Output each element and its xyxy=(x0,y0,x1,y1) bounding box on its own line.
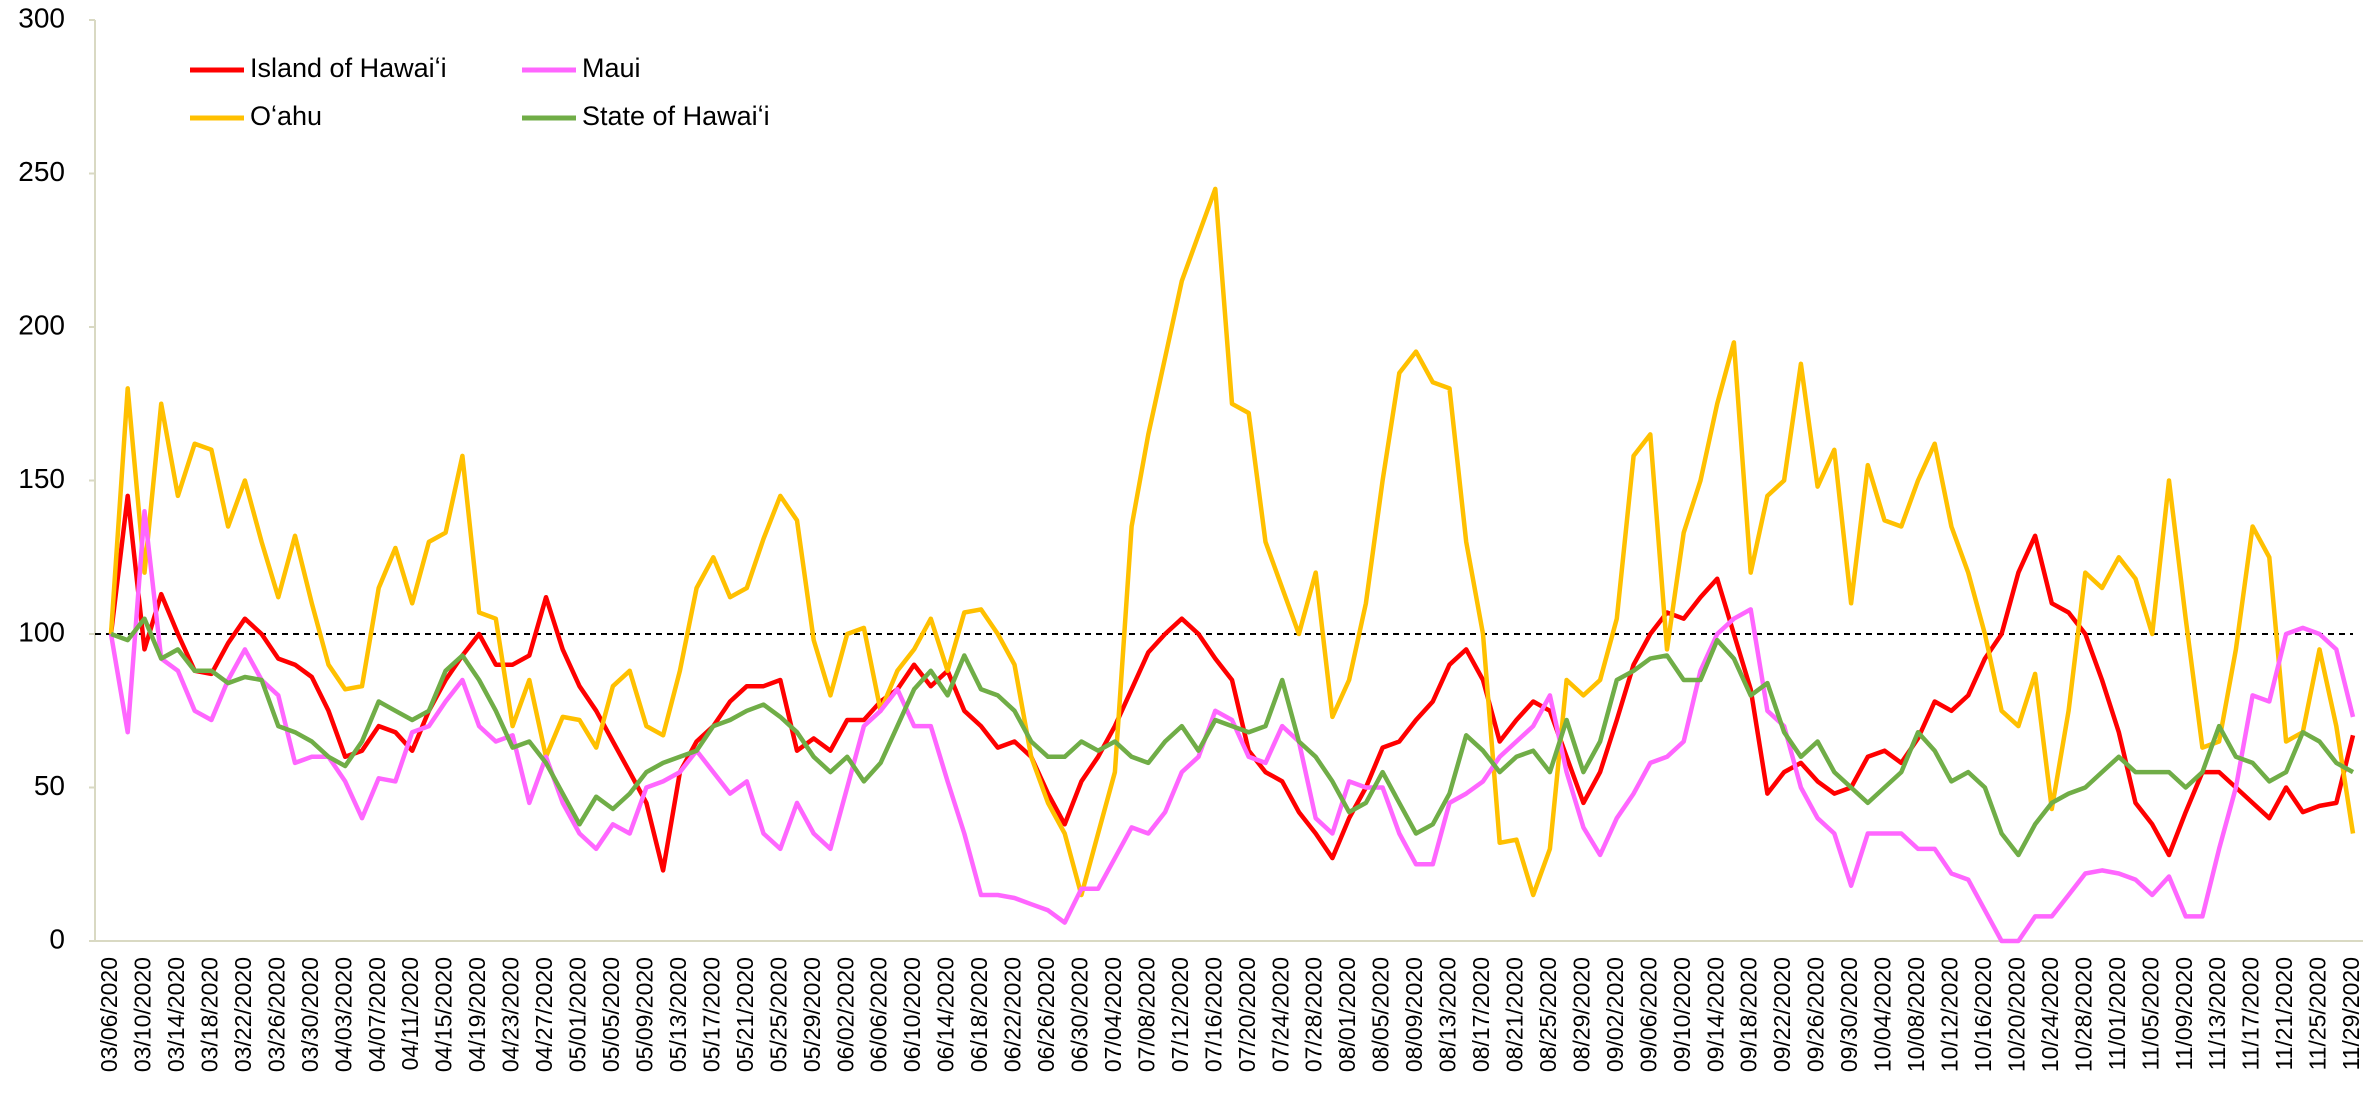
series-line xyxy=(108,186,2356,898)
x-tick-label: 07/28/2020 xyxy=(1301,957,1327,1072)
x-tick-label: 07/20/2020 xyxy=(1234,957,1260,1072)
y-tick-label: 150 xyxy=(18,463,65,494)
x-tick-label: 03/26/2020 xyxy=(263,957,289,1072)
x-tick-label: 03/14/2020 xyxy=(163,957,189,1072)
x-tick-label: 06/30/2020 xyxy=(1066,957,1092,1072)
x-tick-label: 07/04/2020 xyxy=(1100,957,1126,1072)
x-tick-label: 05/13/2020 xyxy=(665,957,691,1072)
x-tick-label: 06/18/2020 xyxy=(966,957,992,1072)
x-tick-label: 10/20/2020 xyxy=(2003,957,2029,1072)
legend-label: Maui xyxy=(582,53,641,83)
x-tick-label: 04/07/2020 xyxy=(364,957,390,1072)
x-tick-label: 05/25/2020 xyxy=(765,957,791,1072)
x-tick-label: 06/26/2020 xyxy=(1033,957,1059,1072)
x-tick-label: 08/05/2020 xyxy=(1368,957,1394,1072)
x-tick-label: 04/27/2020 xyxy=(531,957,557,1072)
x-tick-label: 10/08/2020 xyxy=(1903,957,1929,1072)
x-tick-label: 05/29/2020 xyxy=(799,957,825,1072)
x-tick-label: 08/25/2020 xyxy=(1535,957,1561,1072)
x-tick-label: 09/06/2020 xyxy=(1635,957,1661,1072)
x-tick-label: 06/14/2020 xyxy=(933,957,959,1072)
x-tick-label: 03/18/2020 xyxy=(196,957,222,1072)
x-tick-label: 11/05/2020 xyxy=(2137,957,2163,1070)
x-tick-label: 05/05/2020 xyxy=(598,957,624,1072)
x-tick-label: 10/16/2020 xyxy=(1970,957,1996,1072)
x-tick-label: 10/04/2020 xyxy=(1870,957,1896,1072)
x-tick-label: 05/21/2020 xyxy=(732,957,758,1072)
x-tick-label: 07/08/2020 xyxy=(1133,957,1159,1072)
x-tick-label: 03/06/2020 xyxy=(96,957,122,1072)
x-tick-label: 05/17/2020 xyxy=(698,957,724,1072)
x-tick-label: 09/14/2020 xyxy=(1702,957,1728,1072)
x-tick-label: 10/24/2020 xyxy=(2037,957,2063,1072)
y-tick-label: 100 xyxy=(18,616,65,647)
x-tick-label: 09/30/2020 xyxy=(1836,957,1862,1072)
x-tick-label: 06/02/2020 xyxy=(832,957,858,1072)
x-tick-label: 11/17/2020 xyxy=(2238,957,2264,1070)
x-tick-label: 10/28/2020 xyxy=(2070,957,2096,1072)
x-tick-label: 08/21/2020 xyxy=(1502,957,1528,1072)
series-line xyxy=(108,508,2356,944)
x-tick-label: 06/06/2020 xyxy=(866,957,892,1072)
x-tick-label: 07/16/2020 xyxy=(1200,957,1226,1072)
y-tick-label: 200 xyxy=(18,309,65,340)
y-tick-label: 250 xyxy=(18,156,65,187)
x-tick-label: 11/09/2020 xyxy=(2171,957,2197,1070)
x-tick-label: 07/12/2020 xyxy=(1167,957,1193,1072)
x-tick-label: 05/09/2020 xyxy=(631,957,657,1072)
legend-label: State of Hawaiʻi xyxy=(582,101,770,131)
x-tick-label: 06/10/2020 xyxy=(899,957,925,1072)
x-tick-label: 03/10/2020 xyxy=(130,957,156,1072)
x-tick-label: 05/01/2020 xyxy=(565,957,591,1072)
x-tick-label: 11/25/2020 xyxy=(2305,957,2331,1070)
x-tick-label: 09/18/2020 xyxy=(1736,957,1762,1072)
x-tick-label: 09/02/2020 xyxy=(1602,957,1628,1072)
x-tick-label: 04/03/2020 xyxy=(330,957,356,1072)
y-tick-label: 300 xyxy=(18,2,65,33)
x-tick-label: 11/29/2020 xyxy=(2338,957,2364,1070)
x-tick-label: 03/22/2020 xyxy=(230,957,256,1072)
x-tick-label: 10/12/2020 xyxy=(1937,957,1963,1072)
x-tick-label: 04/11/2020 xyxy=(397,957,423,1070)
y-tick-label: 50 xyxy=(34,770,65,801)
x-tick-label: 08/13/2020 xyxy=(1435,957,1461,1072)
x-tick-label: 08/29/2020 xyxy=(1568,957,1594,1072)
legend-label: Island of Hawaiʻi xyxy=(250,53,447,83)
x-tick-label: 08/01/2020 xyxy=(1334,957,1360,1072)
x-tick-label: 08/17/2020 xyxy=(1468,957,1494,1072)
x-tick-label: 06/22/2020 xyxy=(1000,957,1026,1072)
x-tick-label: 09/10/2020 xyxy=(1669,957,1695,1072)
x-tick-label: 04/23/2020 xyxy=(498,957,524,1072)
series-line xyxy=(110,616,2355,858)
x-tick-label: 11/01/2020 xyxy=(2104,957,2130,1070)
x-tick-label: 09/26/2020 xyxy=(1803,957,1829,1072)
x-tick-label: 09/22/2020 xyxy=(1769,957,1795,1072)
legend-label: Oʻahu xyxy=(250,101,322,131)
y-tick-label: 0 xyxy=(49,923,65,954)
x-tick-label: 04/19/2020 xyxy=(464,957,490,1072)
series-line xyxy=(108,493,2356,873)
x-tick-label: 11/21/2020 xyxy=(2271,957,2297,1070)
x-tick-label: 11/13/2020 xyxy=(2204,957,2230,1070)
x-tick-label: 08/09/2020 xyxy=(1401,957,1427,1072)
x-tick-label: 03/30/2020 xyxy=(297,957,323,1072)
x-tick-label: 07/24/2020 xyxy=(1267,957,1293,1072)
x-tick-label: 04/15/2020 xyxy=(431,957,457,1072)
